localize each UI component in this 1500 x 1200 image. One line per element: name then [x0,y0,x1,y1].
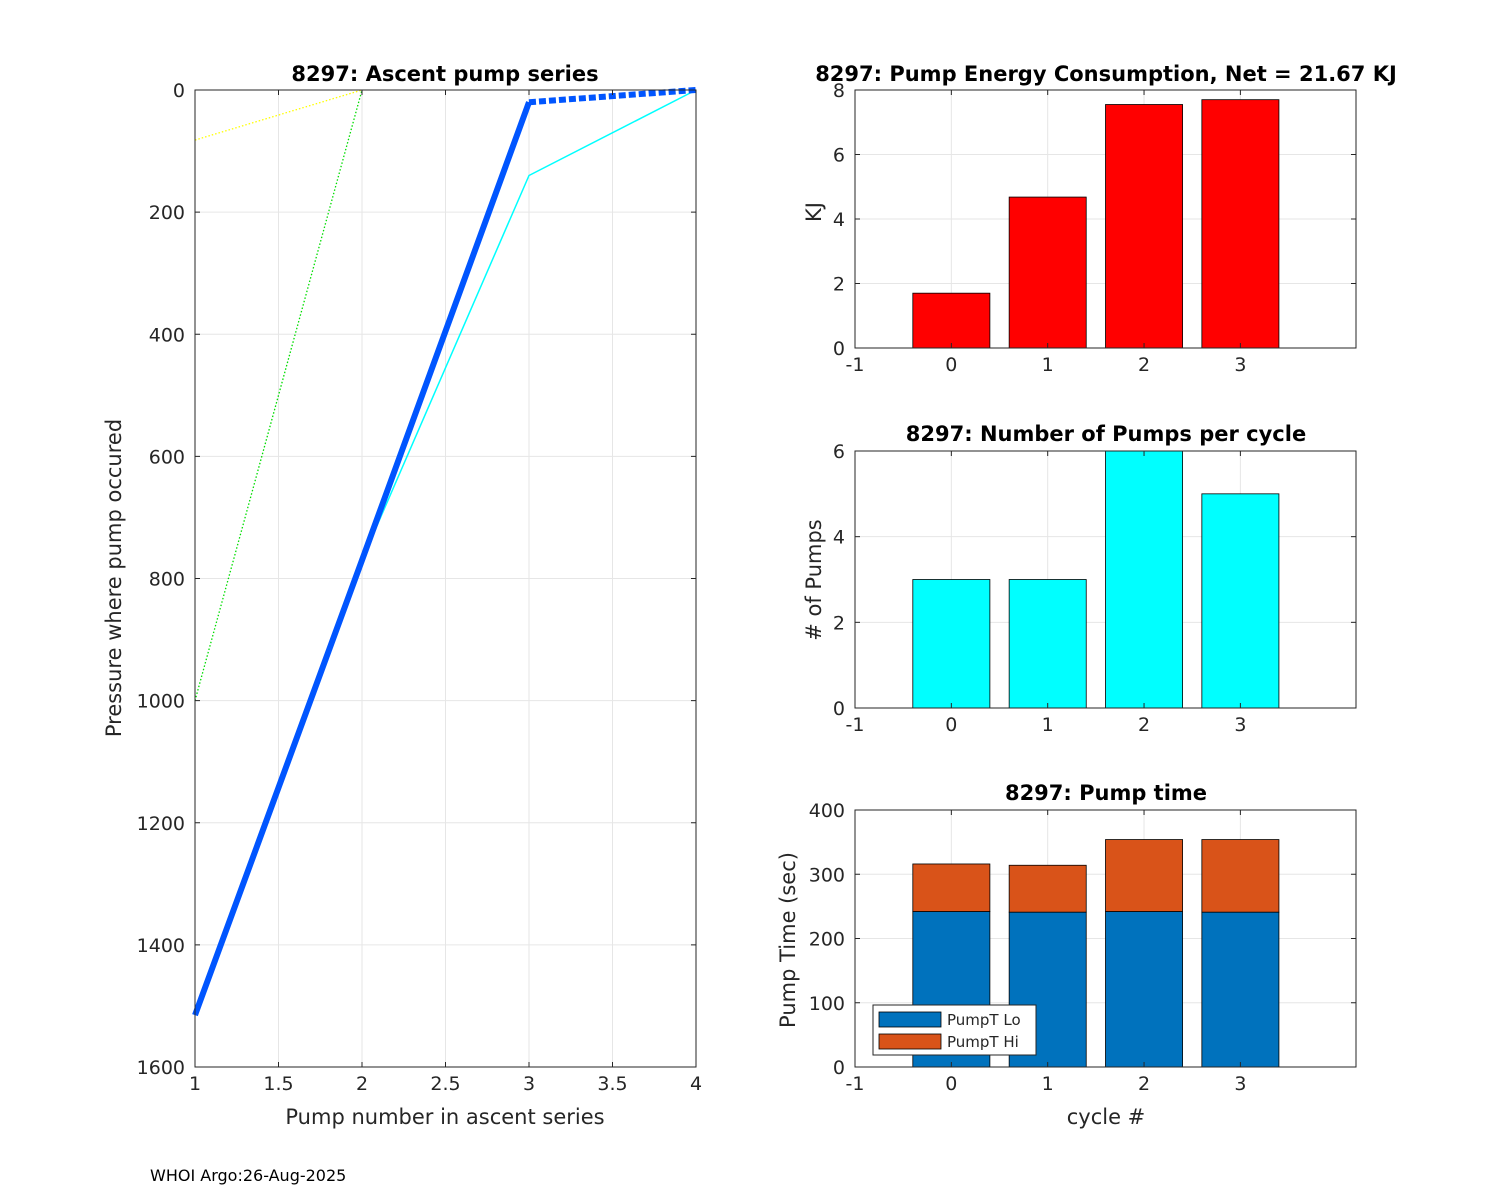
pumptime-xtick-label: -1 [846,1073,865,1095]
pumptime-xtick-label: 1 [1042,1073,1054,1095]
ascent-ytick-label: 0 [173,80,185,102]
energy-title: 8297: Pump Energy Consumption, Net = 21.… [815,62,1397,86]
energy-axes-box [854,89,1357,349]
ascent-series-line [194,89,363,701]
ascent-xtick-label: 1 [189,1073,201,1095]
energy-bar [1201,99,1280,349]
energy-ylabel: KJ [802,202,826,222]
pumptime-bar-hi [1008,864,1087,913]
ascent-axes-box [194,89,697,1068]
energy-bar [1008,196,1087,349]
npumps-xtick-label: 0 [945,714,957,736]
pumptime-xtick-label: 0 [945,1073,957,1095]
npumps-ytick-label: 0 [833,698,845,720]
pumptime-bar-lo [1201,911,1280,1068]
pumptime-title: 8297: Pump time [1005,781,1207,805]
pumptime-bar-hi [1201,839,1280,913]
pumptime-xtick-label: 3 [1234,1073,1246,1095]
pumptime-xlabel: cycle # [1067,1105,1146,1129]
ascent-ytick-label: 1600 [137,1057,185,1079]
ascent-ytick-label: 800 [149,569,185,591]
legend-label-lo: PumpT Lo [947,1011,1021,1029]
ascent-ytick-label: 1400 [137,935,185,957]
ascent-series-line [528,87,697,106]
ascent-ylabel: Pressure where pump occured [102,419,126,737]
energy-xtick-label: 0 [945,354,957,376]
ascent-xtick-label: 3 [523,1073,535,1095]
pumps-ylabel: # of Pumps [802,519,826,641]
ascent-xtick-label: 4 [690,1073,702,1095]
legend-swatch-lo [878,1011,942,1028]
legend-swatch-hi [878,1033,942,1050]
pumptime-bar-hi [912,863,991,912]
pumptime-ytick-label: 200 [809,929,845,951]
npumps-xtick-label: 2 [1138,714,1150,736]
energy-bar [912,292,991,349]
energy-xtick-label: 1 [1042,354,1054,376]
pumptime-axes-box [854,809,1357,1068]
npumps-ytick-label: 4 [833,527,845,549]
ascent-ytick-label: 1200 [137,813,185,835]
ascent-pump-chart: 1 1.5 2 2.5 3 3.5 4 0 200 400 600 800 1000 1200 1400 16… [102,62,702,1129]
ascent-xlabel: Pump number in ascent series [285,1105,604,1129]
npumps-ytick-label: 6 [833,441,845,463]
ascent-xtick-label: 1.5 [263,1073,293,1095]
ascent-title: 8297: Ascent pump series [291,62,598,86]
ascent-xtick-label: 2 [356,1073,368,1095]
pumptime-bar-lo [1105,911,1183,1068]
pumptime-ytick-label: 0 [833,1057,845,1079]
energy-xtick-label: 3 [1234,354,1246,376]
ascent-xtick-label: 3.5 [597,1073,627,1095]
ascent-series-line [194,89,363,141]
energy-ytick-label: 8 [833,80,845,102]
npumps-xtick-label: 1 [1042,714,1054,736]
pumptime-legend: PumpT Lo PumpT Hi [872,1004,1037,1056]
ascent-xtick-label: 2.5 [430,1073,460,1095]
pumps-axes-box [854,450,1357,709]
pumptime-bar-hi [1105,839,1183,912]
ascent-ytick-label: 200 [149,202,185,224]
energy-ytick-label: 2 [833,274,845,296]
energy-ytick-label: 6 [833,145,845,167]
npumps-bar [1008,579,1087,709]
energy-ytick-label: 0 [833,338,845,360]
energy-ytick-label: 4 [833,209,845,231]
footer-credit: WHOI Argo:26-Aug-2025 [150,1166,347,1185]
energy-xtick-label: 2 [1138,354,1150,376]
npumps-bar [1105,450,1183,709]
legend-label-hi: PumpT Hi [947,1033,1019,1051]
pumptime-ytick-label: 400 [809,800,845,822]
pumptime-xtick-label: 2 [1138,1073,1150,1095]
ascent-ytick-label: 600 [149,446,185,468]
npumps-bar [912,579,991,709]
pumptime-ytick-label: 100 [809,993,845,1015]
ascent-ytick-label: 1000 [137,691,185,713]
npumps-xtick-label: 3 [1234,714,1246,736]
energy-bar [1105,104,1183,349]
ascent-series-line [192,101,532,1017]
pumps-title: 8297: Number of Pumps per cycle [906,422,1306,446]
npumps-ytick-label: 2 [833,612,845,634]
npumps-xtick-label: -1 [846,714,865,736]
pumptime-ylabel: Pump Time (sec) [776,852,800,1028]
energy-xtick-label: -1 [846,354,865,376]
npumps-bar [1201,493,1280,709]
ascent-ytick-label: 400 [149,324,185,346]
pumptime-ytick-label: 300 [809,864,845,886]
